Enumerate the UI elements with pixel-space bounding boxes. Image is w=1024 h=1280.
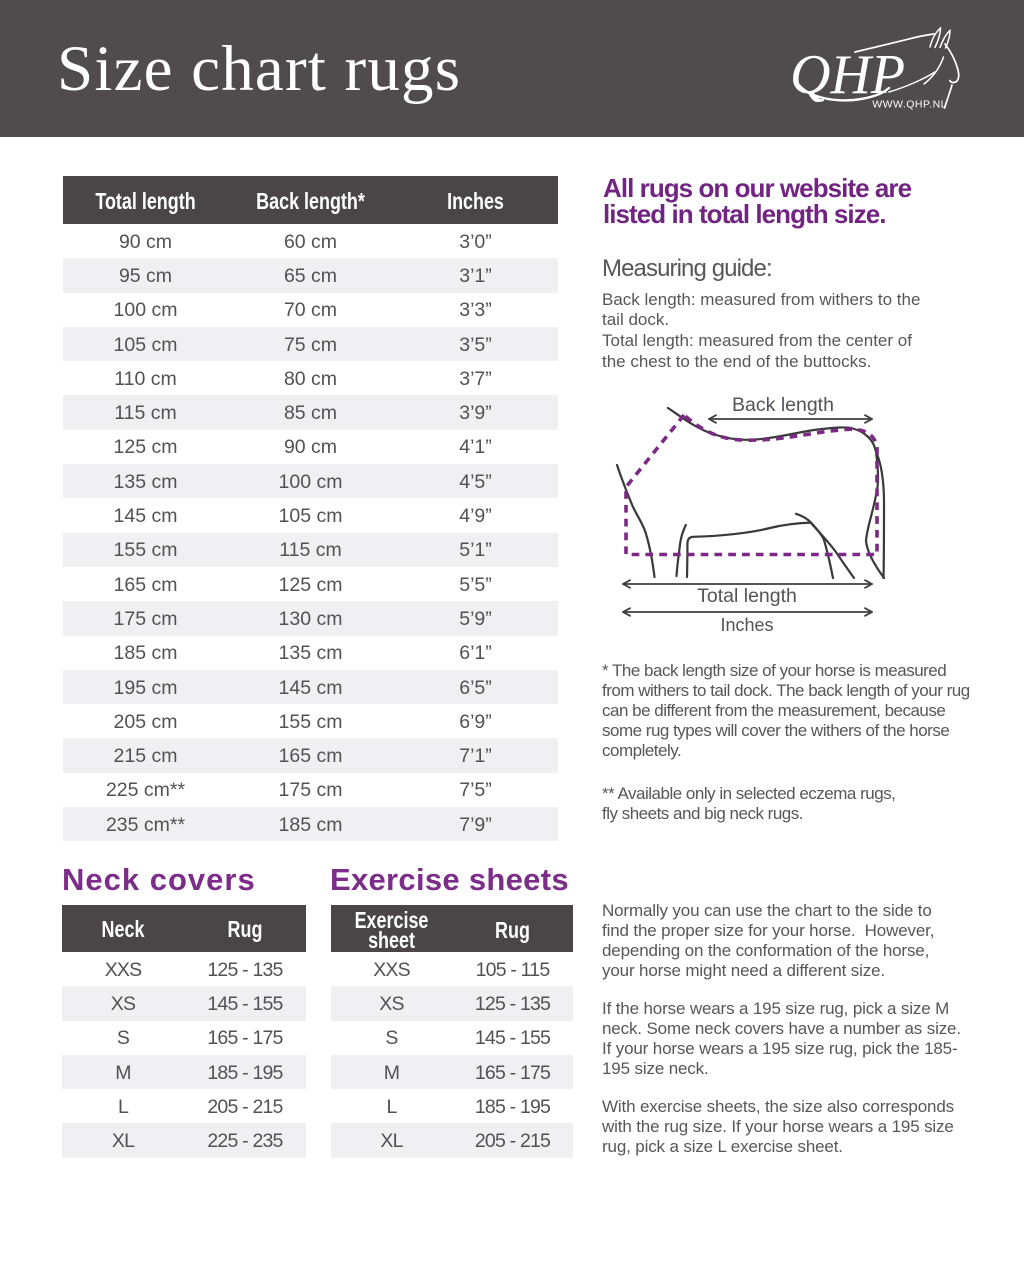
svg-text:Total length: Total length xyxy=(697,585,797,607)
svg-text:Back length: Back length xyxy=(732,395,834,416)
svg-text:Inches: Inches xyxy=(720,615,773,635)
svg-text:WWW.QHP.NL: WWW.QHP.NL xyxy=(872,99,947,111)
svg-text:QHP: QHP xyxy=(790,44,905,106)
